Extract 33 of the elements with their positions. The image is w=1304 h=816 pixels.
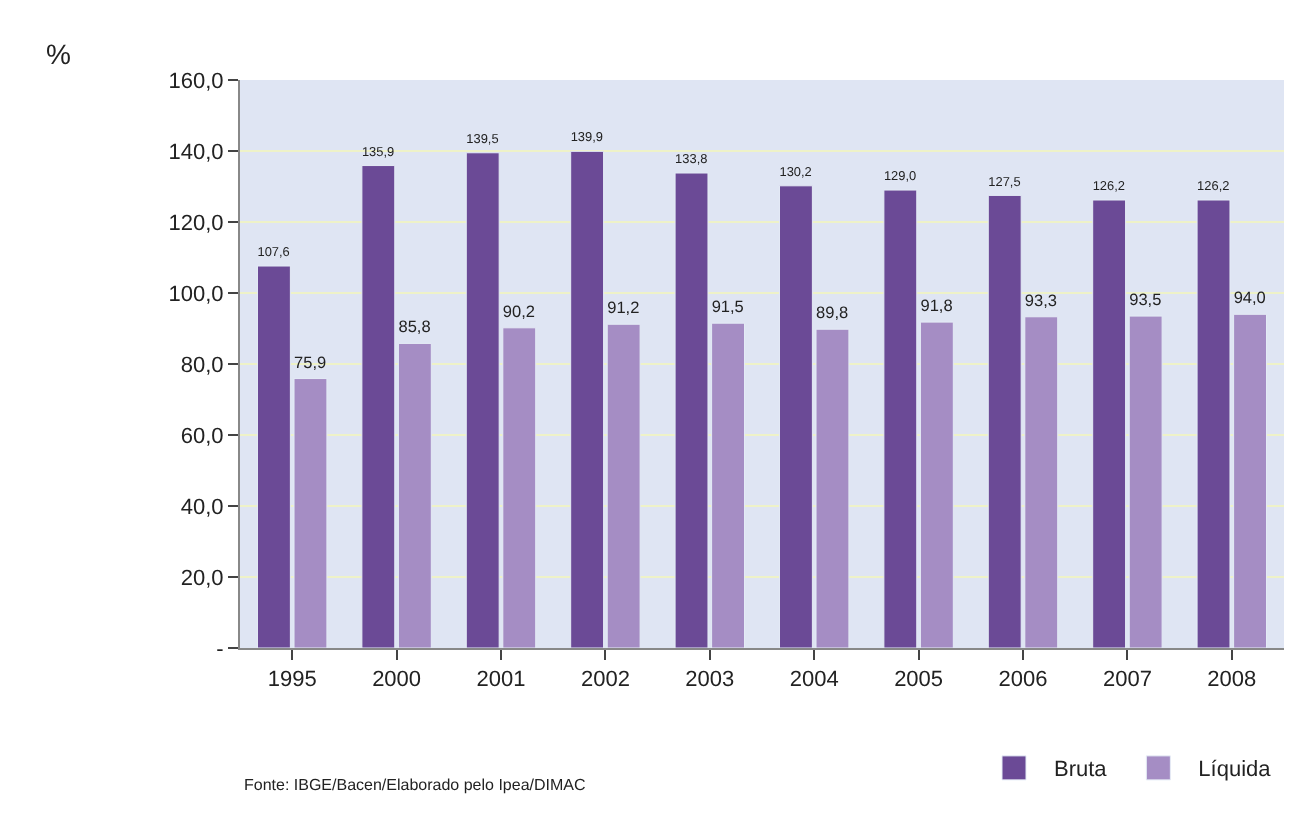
x-tick-label: 2001 bbox=[476, 668, 526, 693]
data-label: 93,5 bbox=[1129, 291, 1163, 310]
source-note: Fonte: IBGE/Bacen/Elaborado pelo Ipea/DIMAC bbox=[244, 776, 586, 794]
y-tick-label: 40,0 bbox=[180, 495, 224, 520]
data-label: 91,8 bbox=[920, 297, 954, 316]
data-label: 90,2 bbox=[502, 302, 536, 321]
y-tick-label: 100,0 bbox=[168, 282, 224, 307]
y-tick-label: 120,0 bbox=[168, 211, 224, 236]
data-label: 93,3 bbox=[1024, 291, 1058, 310]
data-label: 94,0 bbox=[1233, 289, 1267, 308]
x-tick-label: 2002 bbox=[580, 668, 630, 693]
x-tick-label: 2003 bbox=[685, 668, 735, 693]
legend-label: Líquida bbox=[1198, 758, 1273, 783]
y-tick-label: 60,0 bbox=[180, 424, 224, 449]
x-tick-label: 2005 bbox=[894, 668, 944, 693]
x-tick-label: 2008 bbox=[1207, 668, 1257, 693]
y-tick-label: 140,0 bbox=[168, 140, 224, 165]
x-tick-label: 2006 bbox=[998, 668, 1048, 693]
data-label: 75,9 bbox=[294, 353, 327, 372]
y-tick-label: - bbox=[216, 637, 225, 662]
x-tick-label: 2000 bbox=[372, 668, 422, 693]
y-tick-label: 20,0 bbox=[180, 566, 224, 591]
data-label: 91,2 bbox=[607, 299, 641, 318]
legend-label: Bruta bbox=[1054, 758, 1109, 783]
y-tick-label: 80,0 bbox=[180, 353, 224, 378]
y-tick-label: 160,0 bbox=[168, 69, 224, 94]
x-tick-label: 2004 bbox=[789, 668, 839, 693]
x-tick-label: 2007 bbox=[1102, 668, 1152, 693]
data-label: 89,8 bbox=[816, 304, 849, 323]
y-axis-title: % bbox=[46, 38, 71, 70]
x-tick-label: 1995 bbox=[267, 668, 317, 693]
data-label: 91,5 bbox=[711, 298, 745, 317]
data-label: 85,8 bbox=[398, 318, 432, 337]
